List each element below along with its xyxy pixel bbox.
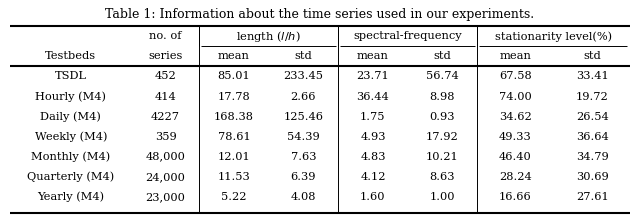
Text: std: std	[583, 51, 601, 61]
Text: 125.46: 125.46	[284, 111, 323, 122]
Text: mean: mean	[500, 51, 531, 61]
Text: Table 1: Information about the time series used in our experiments.: Table 1: Information about the time seri…	[106, 8, 534, 21]
Text: mean: mean	[218, 51, 250, 61]
Text: 8.63: 8.63	[429, 172, 455, 182]
Text: Weekly (M4): Weekly (M4)	[35, 131, 107, 142]
Text: 233.45: 233.45	[284, 71, 323, 81]
Text: 56.74: 56.74	[426, 71, 459, 81]
Text: 2.66: 2.66	[291, 92, 316, 101]
Text: 359: 359	[155, 132, 177, 142]
Text: 85.01: 85.01	[218, 71, 250, 81]
Text: Yearly (M4): Yearly (M4)	[37, 192, 104, 202]
Text: 4.12: 4.12	[360, 172, 386, 182]
Text: 30.69: 30.69	[576, 172, 609, 182]
Text: 54.39: 54.39	[287, 132, 320, 142]
Text: 0.93: 0.93	[429, 111, 455, 122]
Text: 4.93: 4.93	[360, 132, 386, 142]
Text: std: std	[433, 51, 451, 61]
Text: spectral-frequency: spectral-frequency	[353, 31, 462, 41]
Text: 23,000: 23,000	[146, 192, 186, 202]
Text: 4227: 4227	[151, 111, 180, 122]
Text: 10.21: 10.21	[426, 152, 459, 162]
Text: 4.08: 4.08	[291, 192, 316, 202]
Text: 16.66: 16.66	[499, 192, 532, 202]
Text: 8.98: 8.98	[429, 92, 455, 101]
Text: 34.62: 34.62	[499, 111, 532, 122]
Text: 23.71: 23.71	[356, 71, 389, 81]
Text: 1.75: 1.75	[360, 111, 386, 122]
Text: 7.63: 7.63	[291, 152, 316, 162]
Text: 24,000: 24,000	[146, 172, 186, 182]
Text: 46.40: 46.40	[499, 152, 532, 162]
Text: Daily (M4): Daily (M4)	[40, 111, 101, 122]
Text: 6.39: 6.39	[291, 172, 316, 182]
Text: 78.61: 78.61	[218, 132, 250, 142]
Text: 67.58: 67.58	[499, 71, 532, 81]
Text: 28.24: 28.24	[499, 172, 532, 182]
Text: no. of: no. of	[149, 31, 182, 41]
Text: 4.83: 4.83	[360, 152, 386, 162]
Text: std: std	[294, 51, 312, 61]
Text: Testbeds: Testbeds	[45, 51, 97, 61]
Text: 36.44: 36.44	[356, 92, 389, 101]
Text: 11.53: 11.53	[218, 172, 250, 182]
Text: TSDL: TSDL	[55, 71, 87, 81]
Text: 12.01: 12.01	[218, 152, 250, 162]
Text: stationarity level(%): stationarity level(%)	[495, 31, 612, 42]
Text: 33.41: 33.41	[576, 71, 609, 81]
Text: 19.72: 19.72	[576, 92, 609, 101]
Text: length ($l/h$): length ($l/h$)	[236, 29, 301, 44]
Text: 26.54: 26.54	[576, 111, 609, 122]
Text: Monthly (M4): Monthly (M4)	[31, 151, 111, 162]
Text: 17.92: 17.92	[426, 132, 459, 142]
Text: 48,000: 48,000	[146, 152, 186, 162]
Text: 168.38: 168.38	[214, 111, 254, 122]
Text: 27.61: 27.61	[576, 192, 609, 202]
Text: 36.64: 36.64	[576, 132, 609, 142]
Text: mean: mean	[357, 51, 389, 61]
Text: Quarterly (M4): Quarterly (M4)	[27, 171, 115, 182]
Text: 5.22: 5.22	[221, 192, 246, 202]
Text: 1.60: 1.60	[360, 192, 386, 202]
Text: series: series	[148, 51, 183, 61]
Text: Hourly (M4): Hourly (M4)	[35, 91, 106, 102]
Text: 414: 414	[155, 92, 177, 101]
Text: 34.79: 34.79	[576, 152, 609, 162]
Text: 1.00: 1.00	[429, 192, 455, 202]
Text: 452: 452	[155, 71, 177, 81]
Text: 74.00: 74.00	[499, 92, 532, 101]
Text: 49.33: 49.33	[499, 132, 532, 142]
Text: 17.78: 17.78	[218, 92, 250, 101]
